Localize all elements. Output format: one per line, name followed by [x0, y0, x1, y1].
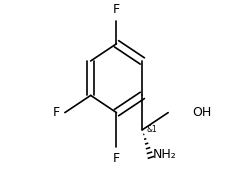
Text: F: F [113, 3, 120, 16]
Text: NH₂: NH₂ [153, 148, 176, 161]
Text: OH: OH [192, 106, 212, 119]
Text: &1: &1 [147, 125, 157, 134]
Text: F: F [113, 152, 120, 165]
Text: F: F [53, 106, 60, 119]
